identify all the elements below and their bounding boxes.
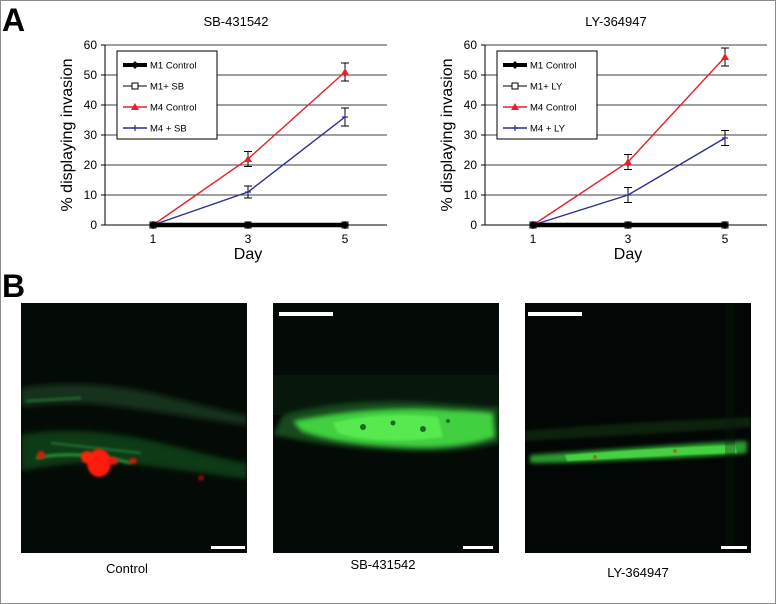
marker-diamond	[529, 221, 537, 229]
marker-diamond	[341, 221, 349, 229]
y-tick-label: 30	[84, 128, 98, 142]
y-tick-label: 50	[84, 68, 98, 82]
legend-label: M4 + LY	[530, 124, 566, 135]
y-tick-label: 20	[464, 158, 478, 172]
x-tick-label: 1	[150, 232, 157, 246]
caption-sb-431542: SB-431542	[350, 557, 416, 572]
legend-label: M4 Control	[530, 103, 576, 114]
marker-diamond	[721, 221, 729, 229]
marker-triangle	[721, 53, 729, 60]
y-tick-label: 60	[464, 38, 478, 52]
micrograph-control	[21, 303, 247, 553]
marker-diamond	[511, 61, 519, 69]
caption-ly-364947: LY-364947	[607, 565, 669, 580]
chart-title: SB-431542	[203, 14, 268, 29]
marker-triangle	[341, 68, 349, 75]
panel-b-label: B	[2, 268, 26, 304]
y-tick-label: 50	[464, 68, 478, 82]
chart-sb-431542: SB-431542 0 10 20 30 40 50 60 1 3 5 Day % displaying…	[59, 14, 387, 263]
y-tick-label: 60	[84, 38, 98, 52]
x-tick-label: 1	[530, 232, 537, 246]
marker-diamond	[131, 61, 139, 69]
x-tick-label: 5	[342, 232, 349, 246]
y-tick-label: 40	[464, 98, 478, 112]
marker-square	[511, 82, 519, 90]
chart-ly-364947: LY-364947 0 10 20 30 40 50 60 1 3 5 Day % displaying…	[439, 14, 767, 263]
legend-label: M1 Control	[530, 61, 576, 72]
caption-control: Control	[106, 561, 148, 576]
micrograph-sb-431542	[273, 303, 499, 553]
legend-label: M1+ SB	[150, 82, 184, 93]
y-axis-label: % displaying invasion	[439, 59, 456, 212]
series-line	[532, 137, 726, 226]
legend-label: M1 Control	[150, 61, 196, 72]
y-tick-label: 40	[84, 98, 98, 112]
marker-diamond	[149, 221, 157, 229]
marker-triangle	[131, 103, 139, 110]
y-tick-label: 20	[84, 158, 98, 172]
micrograph-ly-364947	[525, 303, 751, 553]
legend-label: M4 Control	[150, 103, 196, 114]
x-tick-label: 3	[245, 232, 252, 246]
marker-diamond	[624, 221, 632, 229]
marker-square	[131, 82, 139, 90]
marker-diamond	[244, 221, 252, 229]
y-tick-label: 10	[464, 188, 478, 202]
y-tick-label: 10	[84, 188, 98, 202]
y-tick-label: 30	[464, 128, 478, 142]
chart-title: LY-364947	[585, 14, 646, 29]
y-axis-label: % displaying invasion	[59, 59, 76, 212]
marker-triangle	[244, 155, 252, 162]
legend-label: M4 + SB	[150, 124, 187, 135]
marker-triangle	[511, 103, 519, 110]
y-tick-label: 0	[90, 218, 97, 232]
panel-a-label: A	[2, 2, 26, 38]
legend-label: M1+ LY	[530, 82, 563, 93]
y-tick-label: 0	[470, 218, 477, 232]
x-axis-label: Day	[234, 246, 262, 263]
marker-triangle	[624, 158, 632, 165]
x-tick-label: 5	[722, 232, 729, 246]
x-tick-label: 3	[625, 232, 632, 246]
x-axis-label: Day	[614, 246, 642, 263]
